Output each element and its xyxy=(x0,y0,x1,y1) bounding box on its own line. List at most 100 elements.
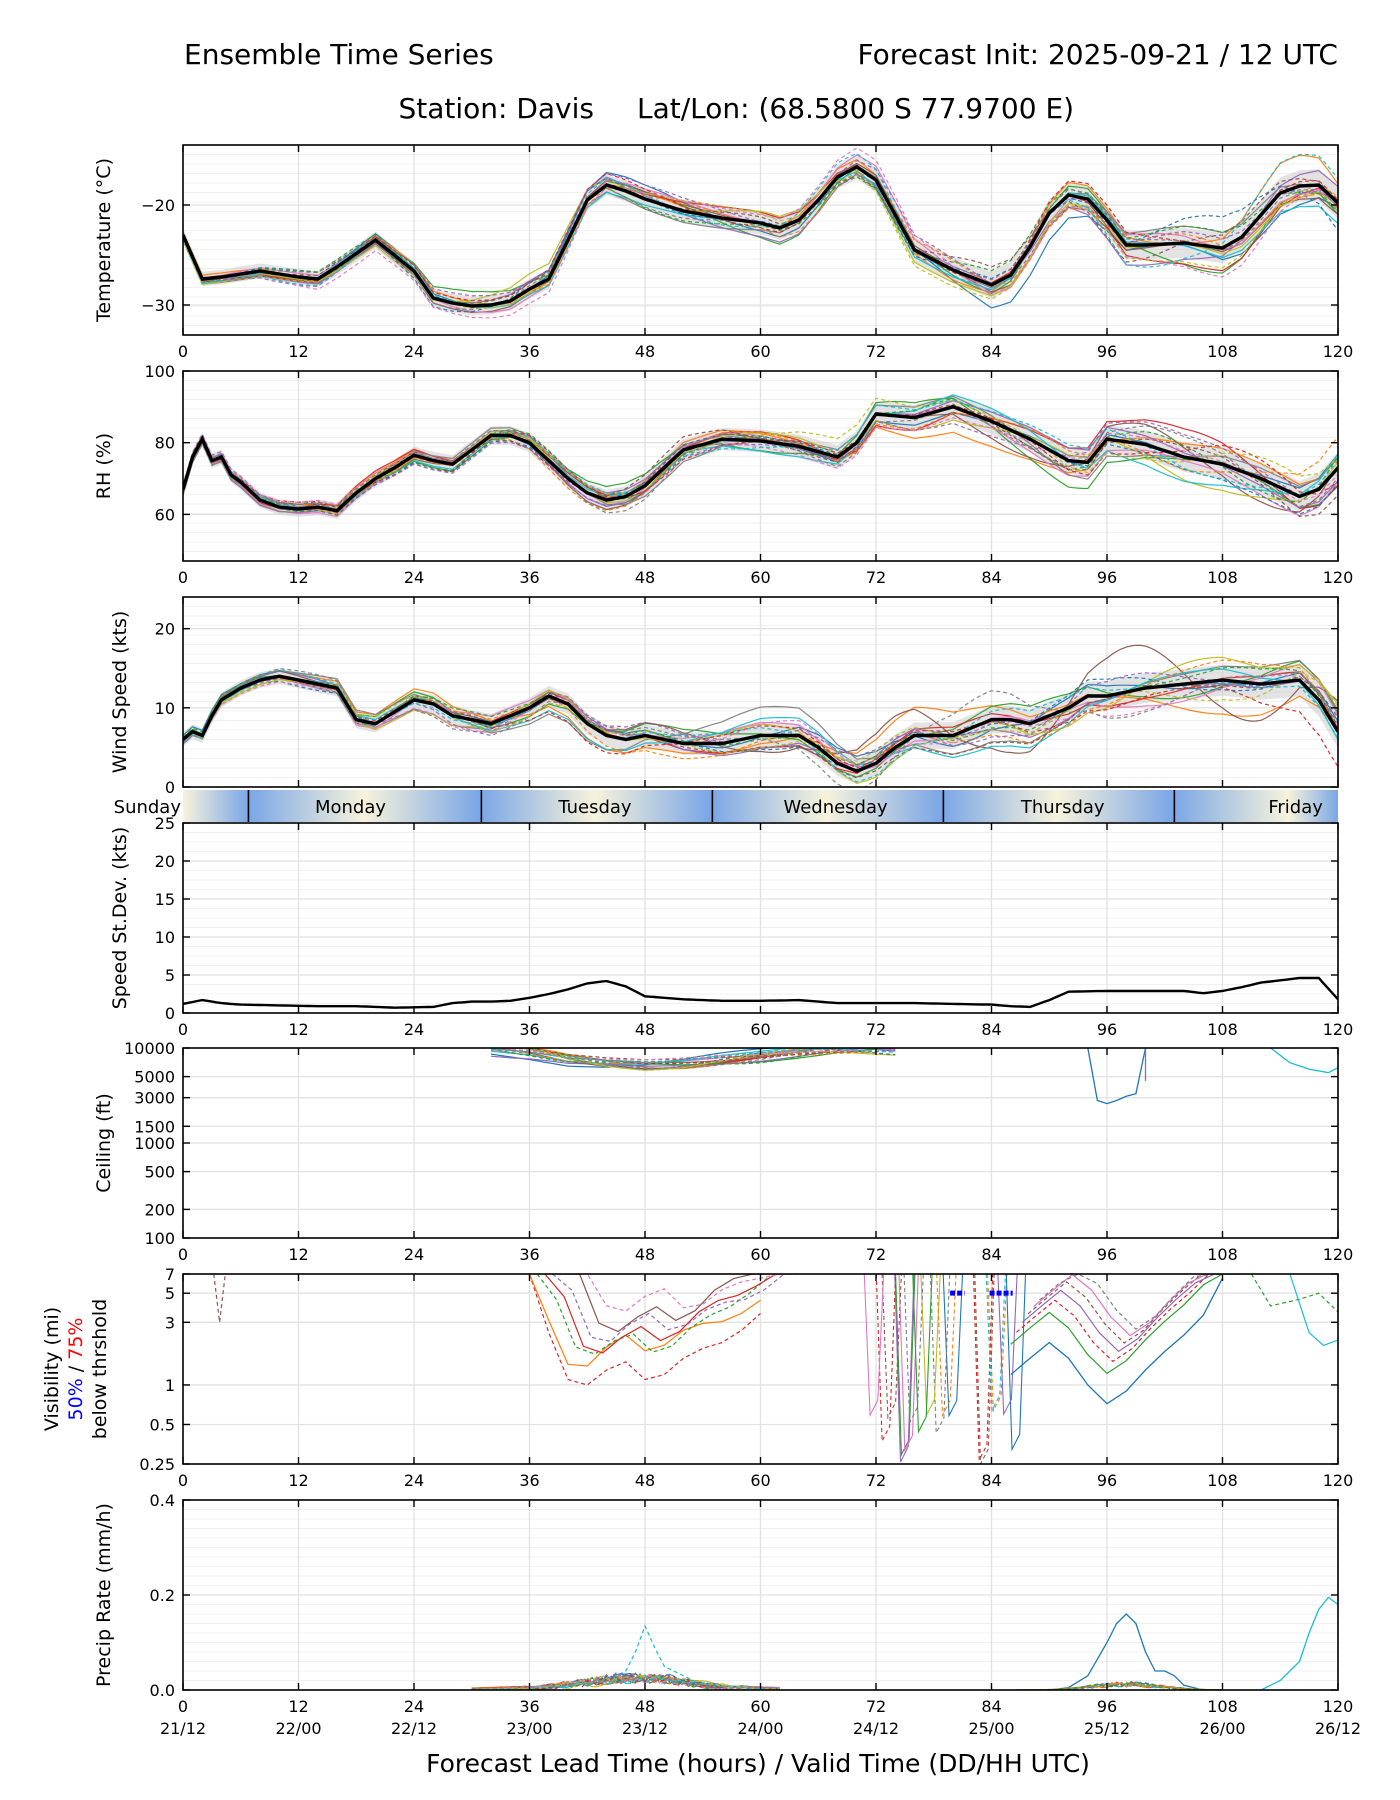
valid-time-label: 26/00 xyxy=(1199,1719,1245,1738)
x-tick-label: 48 xyxy=(635,1697,655,1716)
x-tick-label: 96 xyxy=(1097,568,1117,587)
visibility-member-line xyxy=(875,1274,897,1444)
ensemble-member-line xyxy=(183,169,1338,304)
panels-container: −30−200 12 24 36 48 60 72 84 96 108 120Temperature… xyxy=(41,144,1354,1716)
y-axis-label: RH (%) xyxy=(93,433,115,499)
y-tick-label: 7 xyxy=(165,1265,175,1284)
x-tick-label: 36 xyxy=(519,342,539,361)
x-tick-label: 24 xyxy=(404,1245,424,1264)
visibility-member-line xyxy=(1010,1277,1224,1405)
ceiling-member-line xyxy=(1270,1048,1338,1074)
x-tick-label: 60 xyxy=(750,1020,770,1039)
y-tick-label: 80 xyxy=(155,434,175,453)
y-tick-label: −20 xyxy=(141,196,175,215)
x-tick-label: 12 xyxy=(288,1697,308,1716)
panel-temperature: −30 −20 0 12 24 36 48 60 72 84 96 108 120 Temperature… xyxy=(93,144,1354,361)
y-tick-label: 1500 xyxy=(134,1117,175,1136)
day-label-tuesday: Tuesday xyxy=(557,797,632,818)
precip-member-line xyxy=(1049,1613,1204,1690)
y-axis-label: Temperature (°C) xyxy=(93,158,115,323)
x-tick-label: 60 xyxy=(750,1471,770,1490)
x-tick-label: 72 xyxy=(866,342,886,361)
ceiling-member-line xyxy=(490,1048,896,1061)
plot-area-visibility xyxy=(213,1274,1338,1464)
ensemble-member-line xyxy=(183,671,1338,762)
day-label-wednesday: Wednesday xyxy=(783,797,888,818)
day-strip: Sunday Monday Tuesday Wednesday Thursday Frid… xyxy=(114,790,1338,822)
y-tick-label: 0.4 xyxy=(150,1491,175,1510)
y-tick-label: 0.2 xyxy=(150,1586,175,1605)
ensemble-member-line xyxy=(183,668,1338,766)
visibility-member-line xyxy=(974,1274,995,1464)
valid-time-labels: 21/12 22/00 22/12 23/00 23/12 24/00 24/12 25/00… xyxy=(160,1719,1361,1738)
visibility-member-line xyxy=(213,1274,226,1323)
y-tick-label: −30 xyxy=(141,296,175,315)
visibility-member-line xyxy=(1010,1274,1223,1375)
x-tick-label: 24 xyxy=(404,568,424,587)
visibility-member-line xyxy=(912,1274,933,1434)
x-tick-label: 84 xyxy=(981,342,1001,361)
ensemble-member-line xyxy=(183,173,1338,313)
ensemble-member-line xyxy=(183,674,1338,768)
y-tick-label: 3000 xyxy=(134,1089,175,1108)
visibility-member-line xyxy=(1289,1274,1338,1347)
y-axis-label: Wind Speed (kts) xyxy=(109,611,131,774)
day-label-friday: Friday xyxy=(1268,797,1323,818)
y-tick-label: 0 xyxy=(165,778,175,797)
y-tick-label: 25 xyxy=(155,814,175,833)
x-tick-label: 24 xyxy=(404,342,424,361)
x-tick-label: 12 xyxy=(288,1471,308,1490)
x-tick-label: 0 xyxy=(178,1245,188,1264)
ensemble-member-line xyxy=(183,403,1338,518)
day-label-sunday: Sunday xyxy=(114,797,182,818)
y-tick-label: 10 xyxy=(155,699,175,718)
plot-area-speed_stdev xyxy=(183,976,1338,1009)
visibility-member-line xyxy=(942,1274,964,1418)
valid-time-label: 25/00 xyxy=(968,1719,1014,1738)
x-tick-label: 48 xyxy=(635,1020,655,1039)
y-tick-label: 100 xyxy=(144,362,175,381)
x-tick-label: 12 xyxy=(288,1020,308,1039)
x-tick-label: 72 xyxy=(866,1471,886,1490)
y-tick-label: 20 xyxy=(155,852,175,871)
visibility-member-line xyxy=(544,1274,777,1354)
ceiling-member-line xyxy=(490,1048,896,1068)
visibility-member-line xyxy=(894,1274,915,1463)
ceiling-member-line xyxy=(491,1048,896,1061)
visibility-member-line xyxy=(985,1274,1006,1413)
day-strip-band xyxy=(183,790,1338,822)
x-tick-label: 108 xyxy=(1207,1697,1238,1716)
precip-member-line xyxy=(471,1674,780,1690)
x-tick-label: 120 xyxy=(1323,342,1354,361)
ensemble-member-line xyxy=(183,165,1338,302)
ensemble-member-line xyxy=(183,397,1338,511)
ceiling-member-line xyxy=(490,1048,896,1064)
visibility-member-line xyxy=(1033,1274,1246,1337)
x-tick-label: 0 xyxy=(178,568,188,587)
panel-speed_stdev: 0 5 10 15 20 25 0 12 24 36 48 60 72 84 96 108 120 Speed S… xyxy=(109,814,1353,1039)
x-tick-label: 24 xyxy=(404,1020,424,1039)
threshold-suffix: below thrshold xyxy=(89,1299,111,1439)
ensemble-member-line xyxy=(183,413,1338,513)
valid-time-label: 24/00 xyxy=(737,1719,783,1738)
x-tick-label: 36 xyxy=(519,1697,539,1716)
visibility-member-line xyxy=(1039,1274,1252,1330)
title-station: Station: Davis xyxy=(398,92,594,125)
visibility-member-line xyxy=(936,1274,957,1418)
x-tick-label: 36 xyxy=(519,1471,539,1490)
visibility-member-line xyxy=(881,1274,902,1420)
x-tick-label: 72 xyxy=(866,1697,886,1716)
valid-time-label: 24/12 xyxy=(853,1719,899,1738)
visibility-member-line xyxy=(528,1274,761,1367)
x-tick-label: 108 xyxy=(1207,342,1238,361)
ensemble-member-line xyxy=(183,404,1338,509)
panel-visibility: 0.25 0.5 1 3 57 0 12 24 36 48 60 72 84 96 108 120 Visibi… xyxy=(41,1265,1353,1490)
x-tick-label: 48 xyxy=(635,1245,655,1264)
y-tick-label: 10 xyxy=(155,928,175,947)
x-tick-label: 96 xyxy=(1097,342,1117,361)
x-tick-label: 36 xyxy=(519,1245,539,1264)
ensemble-member-line xyxy=(183,417,1338,506)
visibility-member-line xyxy=(903,1274,924,1425)
